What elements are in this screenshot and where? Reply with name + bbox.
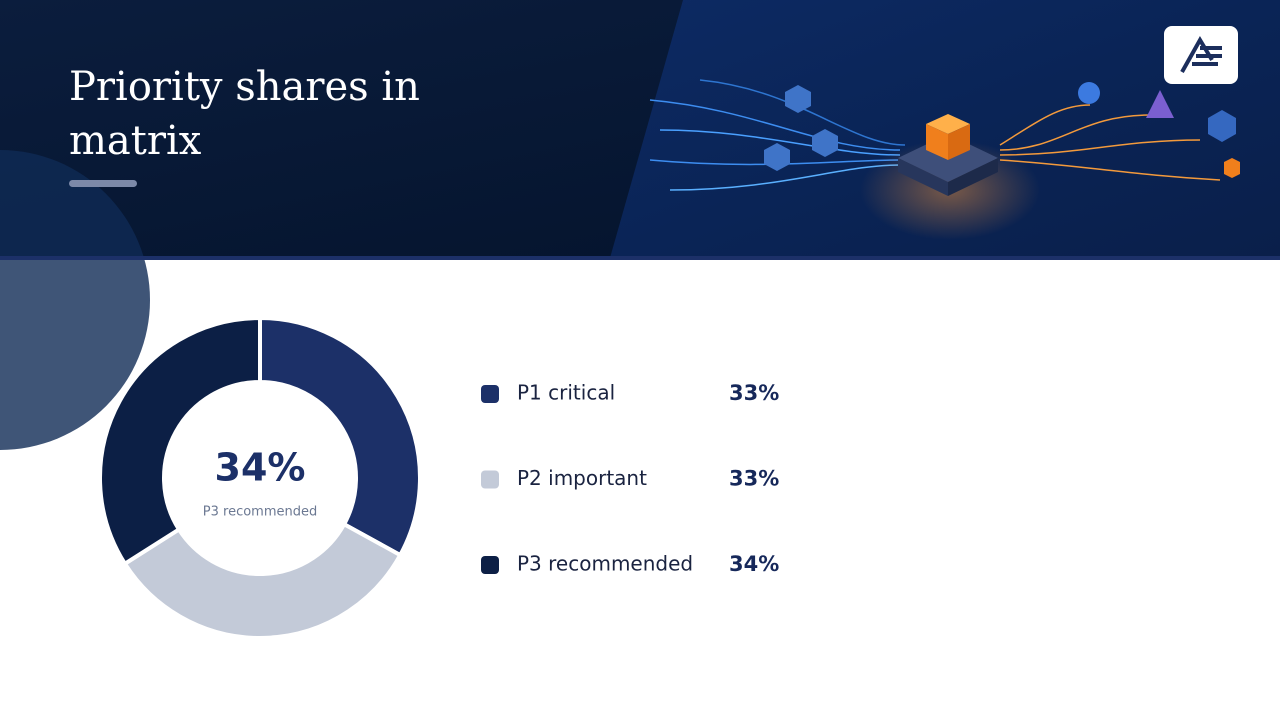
logo: [1180, 36, 1222, 73]
legend-label: P2 important: [517, 466, 647, 490]
header: Priority shares in matrix: [0, 0, 1280, 450]
legend-label: P1 critical: [517, 381, 615, 405]
legend-swatch: [481, 385, 499, 403]
legend-swatch: [481, 470, 499, 489]
donut-segment: [122, 521, 403, 640]
header-border: [0, 256, 1280, 260]
legend: P1 critical 33% P2 important 33% P3 recommen…: [481, 381, 779, 576]
chip: [898, 114, 998, 196]
center-label: P3 recommended: [203, 505, 317, 520]
legend-value: 33%: [729, 381, 779, 405]
legend-value: 34%: [729, 552, 779, 576]
donut-segment: [98, 315, 262, 567]
donut-segment: [258, 315, 422, 558]
legend-label: P3 recommended: [517, 552, 693, 576]
small-cubes: [764, 82, 1240, 178]
center-value: 34%: [215, 446, 306, 490]
donut: [98, 315, 422, 640]
title-underline: [69, 180, 137, 187]
decor-circle: [0, 150, 150, 450]
legend-value: 33%: [729, 467, 779, 491]
chart-title: Priority shares in matrix: [69, 64, 420, 164]
legend-swatch: [481, 556, 499, 574]
